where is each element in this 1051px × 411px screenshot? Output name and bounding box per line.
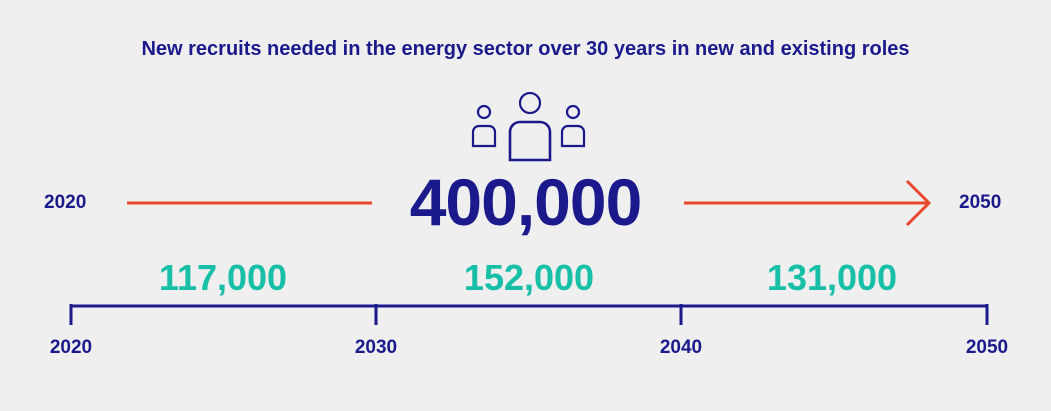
tick-label-2030: 2030 xyxy=(354,337,398,358)
span-end-year: 2050 xyxy=(959,192,1002,213)
segment-value-2020-2030: 117,000 xyxy=(158,257,288,298)
timeline-axis xyxy=(69,304,989,325)
people-group-icon xyxy=(471,91,586,162)
total-recruits: 400,000 xyxy=(409,165,643,239)
segment-value-2030-2040: 152,000 xyxy=(463,257,595,298)
infographic-title: New recruits needed in the energy sector… xyxy=(141,38,910,60)
tick-label-2020: 2020 xyxy=(49,337,93,358)
span-start-year: 2020 xyxy=(44,192,87,213)
span-arrow xyxy=(127,179,932,227)
tick-label-2050: 2050 xyxy=(965,337,1009,358)
segment-value-2040-2050: 131,000 xyxy=(766,257,898,298)
tick-label-2040: 2040 xyxy=(659,337,703,358)
arrow-right-icon xyxy=(905,179,932,227)
